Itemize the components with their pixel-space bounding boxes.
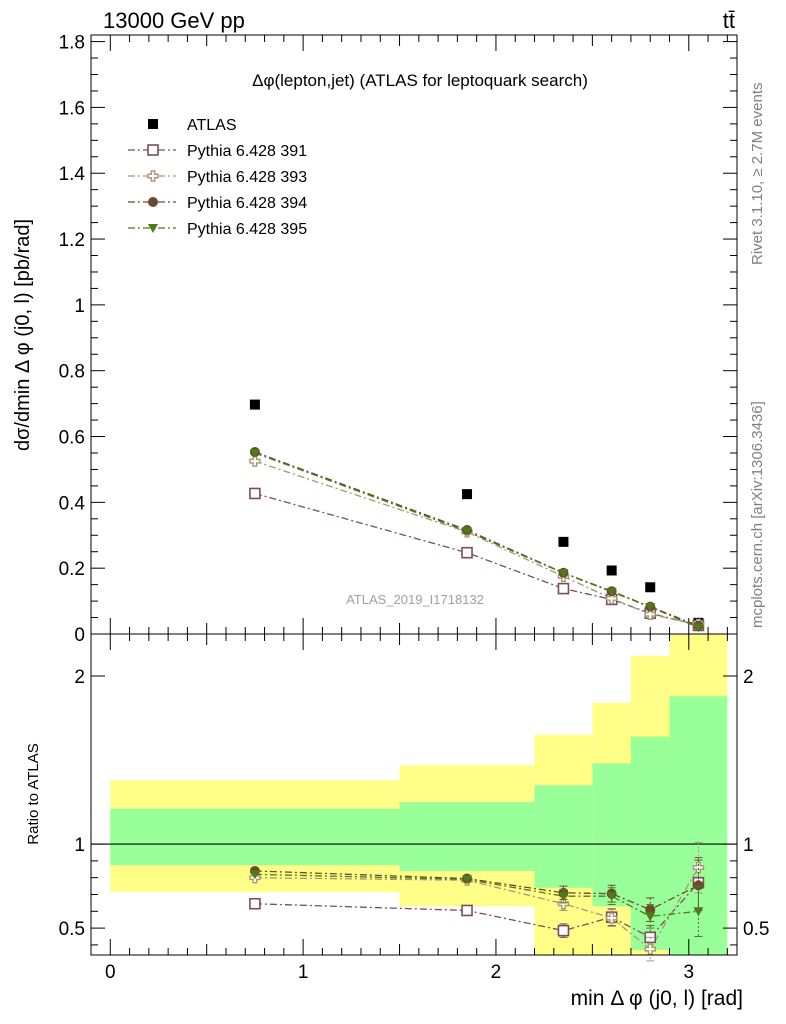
ratio-point-s393 — [644, 943, 656, 955]
legend-marker-s391 — [147, 144, 159, 156]
ratio-point-s394 — [693, 880, 704, 891]
ratio-y-tick-label-left: 2 — [74, 667, 85, 688]
x-tick-label: 2 — [491, 962, 502, 983]
main-y-tick-label: 0.2 — [59, 559, 85, 580]
main-panel-title: Δφ(lepton,jet) (ATLAS for leptoquark sea… — [252, 71, 588, 90]
point-data — [249, 399, 260, 410]
point-s395 — [462, 527, 473, 537]
point-data — [645, 582, 656, 593]
x-tick-label: 1 — [298, 962, 309, 983]
legend-label-data: ATLAS — [187, 117, 237, 134]
mcplots-reference-label: mcplots.cern.ch [arXiv:1306.3436] — [749, 401, 766, 628]
point-s393 — [249, 455, 261, 467]
main-axis-ticks: 0 0.2 0.4 0.6 0.8 1 1.2 1.4 1.6 1.8 — [59, 33, 737, 646]
main-y-tick-label: 1.4 — [59, 164, 86, 185]
ratio-y-tick-label-left: 0.5 — [59, 919, 85, 940]
point-data — [606, 565, 617, 576]
ratio-y-axis-label: Ratio to ATLAS — [25, 743, 42, 844]
legend-label-s393: Pythia 6.428 393 — [187, 169, 307, 186]
legend-label-s391: Pythia 6.428 391 — [187, 143, 307, 160]
ratio-line-s394 — [254, 870, 699, 911]
point-data — [462, 489, 473, 500]
legend: ATLAS Pythia 6.428 391 Pythia 6.428 393 Pyt… — [128, 117, 307, 238]
ratio-point-s391 — [557, 924, 570, 937]
point-s391 — [249, 487, 261, 500]
uncertainty-bands — [91, 634, 737, 955]
ratio-point-s393 — [692, 861, 705, 874]
ratio-point-s395 — [462, 875, 473, 885]
series-line-s391 — [254, 492, 699, 627]
ratio-panel-frame — [90, 633, 738, 956]
ratio-line-s391 — [254, 882, 699, 939]
rivet-version-label: Rivet 3.1.10, ≥ 2.7M events — [749, 83, 766, 266]
inner-uncertainty-band — [110, 808, 400, 866]
ratio-data-marks — [249, 841, 705, 962]
point-s395 — [606, 587, 617, 597]
legend-marker-s395 — [148, 224, 158, 233]
ratio-point-s395 — [558, 892, 569, 902]
point-s393 — [644, 608, 656, 620]
main-y-tick-label: 0.6 — [59, 428, 85, 449]
point-s395 — [693, 623, 704, 633]
inner-uncertainty-band — [534, 785, 593, 888]
legend-marker-data — [148, 119, 158, 129]
series-line-s393 — [254, 460, 699, 626]
legend-label-s394: Pythia 6.428 394 — [187, 195, 307, 212]
ratio-point-s391 — [249, 897, 261, 910]
main-distribution-panel: 0 0.2 0.4 0.6 0.8 1 1.2 1.4 1.6 1.8 Δφ(lepton,jet… — [12, 33, 738, 646]
analysis-watermark: ATLAS_2019_I1718132 — [346, 592, 484, 607]
ratio-point-s395 — [645, 912, 656, 922]
ratio-y-tick-label-right: 2 — [743, 667, 754, 688]
ratio-point-s395 — [249, 870, 260, 880]
ratio-line-s395 — [254, 873, 699, 918]
legend-marker-s393 — [147, 170, 159, 182]
point-s391 — [557, 582, 570, 595]
x-tick-label: 3 — [684, 962, 695, 983]
ratio-y-tick-label-right: 1 — [743, 835, 754, 856]
inner-uncertainty-band — [592, 763, 631, 907]
main-y-tick-label: 0.8 — [59, 362, 85, 383]
main-y-tick-label: 0.4 — [59, 493, 86, 514]
point-data — [558, 536, 569, 547]
legend-label-s395: Pythia 6.428 395 — [187, 221, 307, 238]
header-process-label: tt̄ — [723, 8, 735, 33]
ratio-panel: 0.5 0.5 1 1 2 2 0 1 2 3 Ratio to ATLAS min Δ φ (j… — [25, 633, 769, 1010]
ratio-line-s393 — [254, 867, 699, 951]
point-s391 — [461, 546, 473, 559]
ratio-point-s393 — [557, 898, 570, 910]
ratio-axis-ticks: 0.5 0.5 1 1 2 2 0 1 2 3 — [59, 634, 769, 983]
header-energy-label: 13000 GeV pp — [103, 8, 245, 33]
point-s393 — [605, 592, 618, 605]
point-s395 — [558, 569, 569, 579]
ratio-point-s393 — [605, 912, 618, 924]
point-s395 — [249, 448, 260, 458]
ratio-y-tick-label-left: 1 — [74, 835, 85, 856]
x-axis-label: min Δ φ (j0, l) [rad] — [571, 987, 743, 1010]
main-y-tick-label: 1.8 — [59, 33, 85, 54]
point-s395 — [645, 603, 656, 613]
main-y-axis-label: dσ/dmin Δ φ (j0, l) [pb/rad] — [12, 219, 34, 451]
ratio-y-tick-label-right: 0.5 — [743, 919, 769, 940]
main-y-tick-label: 1 — [74, 296, 85, 317]
legend-marker-s394 — [148, 197, 158, 207]
inner-uncertainty-band — [399, 802, 535, 871]
main-data-marks — [249, 399, 705, 633]
main-y-tick-label: 1.2 — [59, 230, 85, 251]
ratio-point-s391 — [461, 904, 473, 917]
ratio-point-s395 — [693, 907, 704, 917]
main-y-tick-label: 0 — [74, 625, 85, 646]
ratio-point-s395 — [606, 892, 617, 902]
x-tick-label: 0 — [105, 962, 116, 983]
main-y-tick-label: 1.6 — [59, 98, 85, 119]
